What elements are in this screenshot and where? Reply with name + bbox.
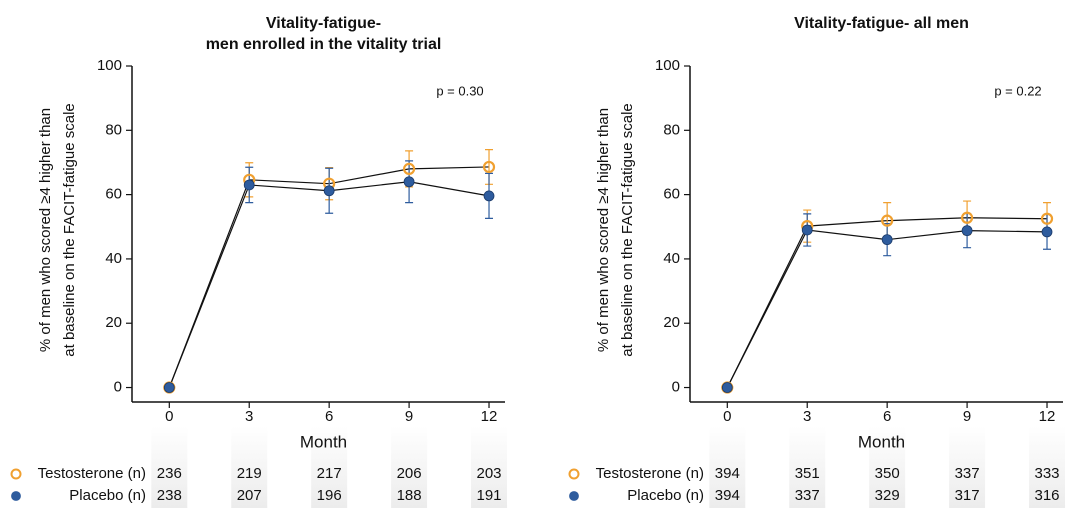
y-tick-label: 20 — [663, 314, 680, 331]
table-band — [471, 426, 508, 508]
at-risk-count: 329 — [875, 487, 900, 504]
table-band — [391, 426, 428, 508]
annotation: p = 0.22 — [994, 83, 1041, 98]
y-tick-label: 0 — [114, 378, 122, 395]
x-tick-label: 0 — [723, 408, 731, 425]
y-tick-label: 40 — [663, 250, 680, 267]
x-tick-label: 3 — [803, 408, 811, 425]
x-tick-label: 6 — [883, 408, 891, 425]
data-point — [243, 179, 255, 191]
table-band — [1029, 426, 1066, 508]
chart-title: Vitality-fatigue- — [266, 15, 381, 32]
table-band — [151, 426, 188, 508]
at-risk-count: 337 — [955, 465, 980, 482]
legend-marker — [569, 491, 579, 501]
y-tick-label: 40 — [105, 250, 122, 267]
y-tick-label: 0 — [672, 378, 680, 395]
y-tick-label: 60 — [663, 186, 680, 203]
at-risk-count: 317 — [955, 487, 980, 504]
y-tick-label: 100 — [655, 57, 680, 74]
data-point — [801, 224, 813, 236]
y-axis-label: at baseline on the FACIT-fatigue scale — [619, 103, 636, 356]
table-band — [949, 426, 986, 508]
at-risk-count: 394 — [715, 487, 740, 504]
data-point — [960, 211, 974, 224]
at-risk-count: 207 — [237, 487, 262, 504]
table-band — [231, 426, 268, 508]
x-tick-label: 12 — [1039, 408, 1056, 425]
data-point — [403, 176, 415, 188]
chart-title: men enrolled in the vitality trial — [206, 36, 442, 53]
data-point — [881, 214, 894, 227]
y-axis-label: % of men who scored ≥4 higher than — [37, 108, 54, 352]
x-axis-label: Month — [858, 432, 905, 451]
data-point — [961, 225, 973, 237]
x-tick-label: 12 — [481, 408, 498, 425]
at-risk-count: 191 — [476, 487, 501, 504]
at-risk-count: 219 — [237, 465, 262, 482]
data-point — [323, 185, 335, 197]
y-axis-label: at baseline on the FACIT-fatigue scale — [61, 103, 78, 356]
legend-label: Placebo (n) — [69, 487, 146, 504]
at-risk-count: 238 — [157, 487, 182, 504]
x-axis-label: Month — [300, 432, 347, 451]
data-point — [482, 160, 496, 174]
at-risk-count: 196 — [317, 487, 342, 504]
y-axis-label: % of men who scored ≥4 higher than — [595, 108, 612, 352]
at-risk-count: 337 — [795, 487, 820, 504]
y-tick-label: 20 — [105, 314, 122, 331]
data-point — [483, 190, 495, 202]
legend-label: Testosterone (n) — [596, 465, 704, 482]
table-band — [311, 426, 348, 508]
at-risk-count: 236 — [157, 465, 182, 482]
legend-marker — [11, 491, 21, 501]
data-point — [1040, 212, 1054, 225]
at-risk-count: 188 — [397, 487, 422, 504]
at-risk-count: 206 — [397, 465, 422, 482]
legend-label: Placebo (n) — [627, 487, 704, 504]
legend-marker — [10, 468, 22, 480]
data-point — [881, 234, 893, 246]
at-risk-count: 351 — [795, 465, 820, 482]
x-tick-label: 9 — [963, 408, 971, 425]
data-point — [721, 382, 733, 393]
table-band — [869, 426, 906, 508]
annotation: p = 0.30 — [436, 83, 483, 98]
data-point — [163, 382, 175, 393]
x-tick-label: 3 — [245, 408, 253, 425]
at-risk-count: 217 — [317, 465, 342, 482]
at-risk-count: 350 — [875, 465, 900, 482]
y-tick-label: 80 — [105, 121, 122, 138]
x-tick-label: 0 — [165, 408, 173, 425]
chart-title: Vitality-fatigue- all men — [794, 15, 969, 32]
legend-label: Testosterone (n) — [38, 465, 146, 482]
legend-marker — [568, 468, 580, 480]
at-risk-count: 316 — [1034, 487, 1059, 504]
at-risk-count: 394 — [715, 465, 740, 482]
at-risk-count: 333 — [1034, 465, 1059, 482]
y-tick-label: 100 — [97, 57, 122, 74]
x-tick-label: 9 — [405, 408, 413, 425]
at-risk-count: 203 — [476, 465, 501, 482]
data-point — [1041, 226, 1053, 238]
x-tick-label: 6 — [325, 408, 333, 425]
y-tick-label: 80 — [663, 121, 680, 138]
table-band — [709, 426, 746, 508]
data-point — [402, 162, 416, 175]
table-band — [789, 426, 826, 508]
y-tick-label: 60 — [105, 186, 122, 203]
